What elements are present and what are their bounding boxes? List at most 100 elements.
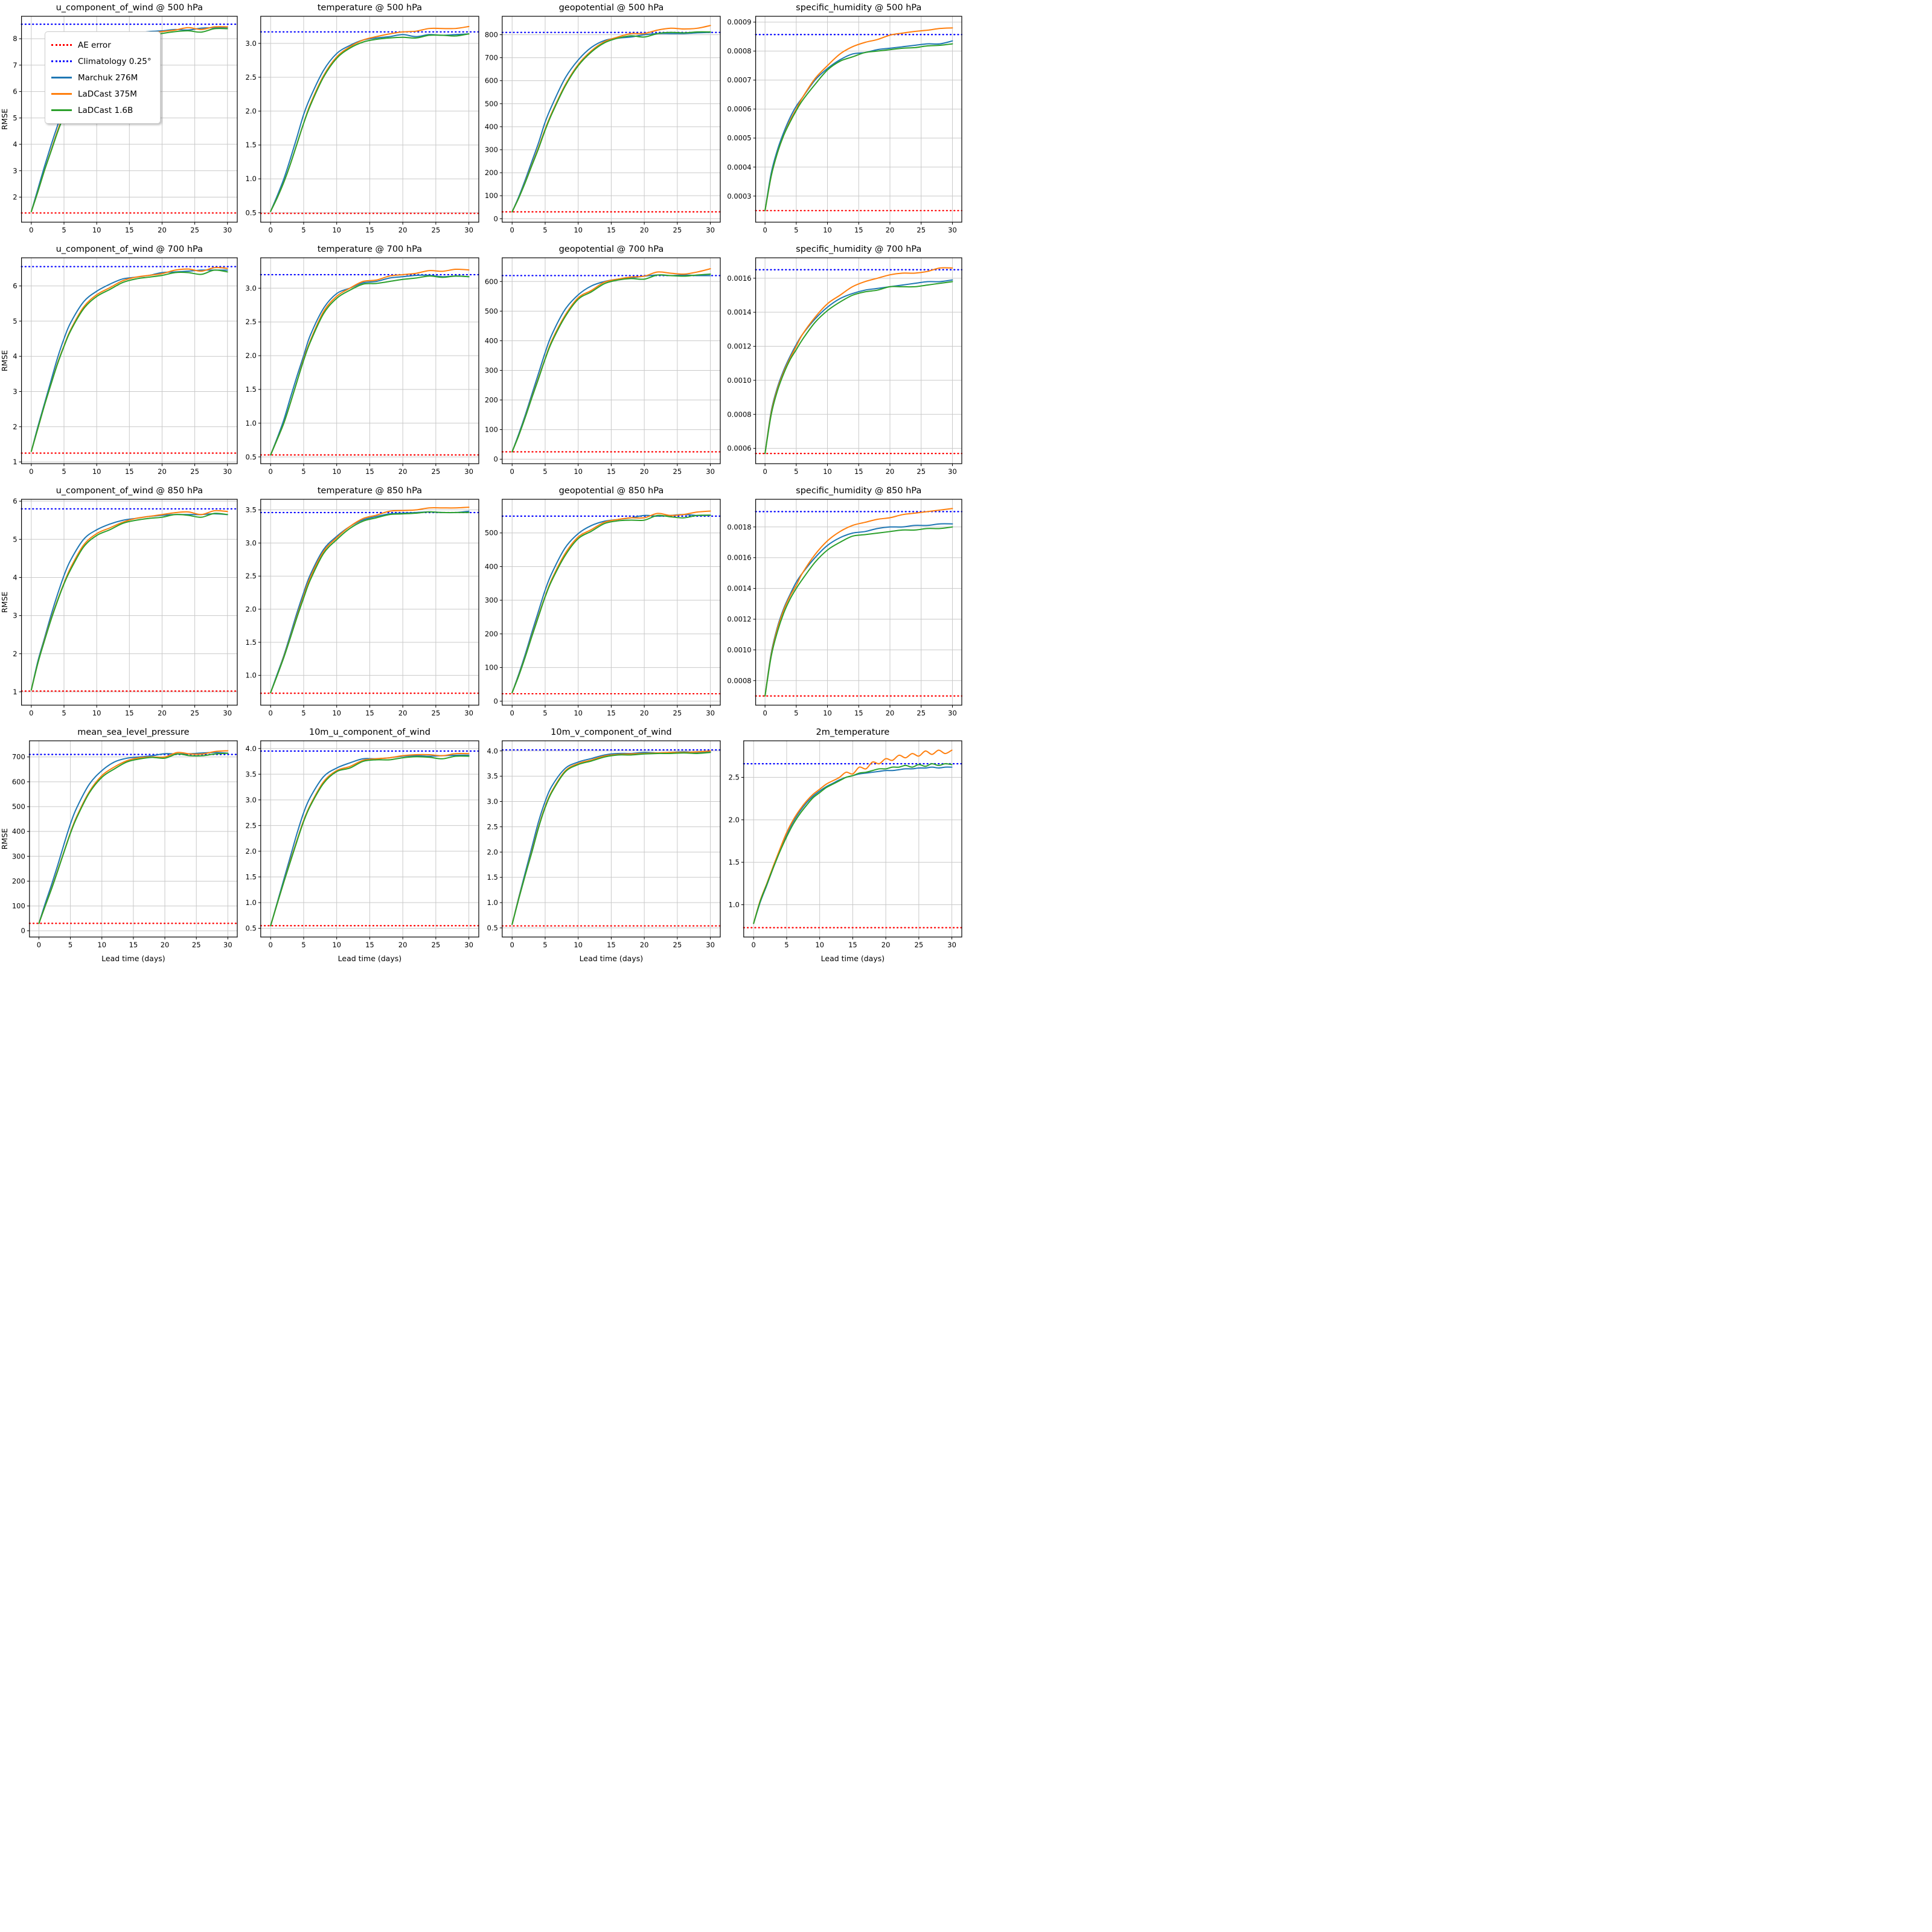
y-axis-label: RMSE [0, 109, 9, 130]
x-tick-label: 0 [510, 467, 514, 476]
chart-title: 2m_temperature [816, 728, 890, 737]
y-tick-labels: 0.0008 0.0010 0.0012 0.0014 0.0016 0.0018 [727, 523, 756, 685]
y-tick-label: 0.0008 [727, 410, 751, 418]
chart-svg-10m-v-component-of-wind: 10m_v_component_of_wind 0 5 10 15 20 25 30 0.5 1.… [487, 728, 721, 963]
series-line-ladcast-1-6b [764, 43, 953, 211]
x-tick-label: 15 [607, 467, 616, 476]
x-tick-label: 25 [432, 226, 441, 234]
chart-temperature-850-hpa: temperature @ 850 hPa 0 5 10 15 20 25 30 1.0 1.5 2… [242, 483, 483, 724]
y-tick-label: 0.0003 [727, 192, 751, 200]
x-tick-label: 0 [29, 709, 33, 717]
y-tick-label: 0.0010 [727, 645, 751, 654]
x-tick-label: 5 [62, 467, 66, 476]
y-tick-labels: 0 100 200 300 400 500 [485, 529, 502, 705]
x-tick-label: 25 [192, 941, 201, 949]
x-tick-labels: 0 5 10 15 20 25 30 [763, 464, 957, 476]
y-tick-label: 5 [13, 114, 17, 122]
x-tick-label: 10 [815, 941, 824, 949]
x-tick-label: 10 [823, 226, 832, 234]
x-tick-label: 20 [886, 226, 895, 234]
y-tick-label: 1.0 [246, 419, 257, 427]
y-tick-label: 0.0012 [727, 342, 751, 351]
y-tick-label: 2.0 [246, 107, 257, 115]
gridlines [502, 16, 720, 222]
x-tick-label: 25 [916, 709, 926, 717]
legend-label: LaDCast 375M [78, 89, 137, 99]
x-tick-label: 30 [223, 467, 232, 476]
x-tick-label: 5 [543, 709, 547, 717]
y-tick-label: 0.0008 [727, 47, 751, 56]
y-tick-label: 0.0008 [727, 676, 751, 685]
x-tick-label: 30 [464, 226, 473, 234]
gridlines [502, 258, 720, 464]
series-line-ladcast-1-6b [30, 513, 228, 691]
y-tick-label: 1 [13, 688, 17, 696]
y-tick-label: 0.0014 [727, 584, 751, 593]
y-tick-label: 100 [485, 426, 498, 434]
series-line-marchuk-276m [270, 33, 470, 213]
x-tick-label: 20 [881, 941, 891, 949]
y-tick-labels: 1.0 1.5 2.0 2.5 [729, 773, 744, 909]
x-tick-label: 15 [365, 226, 374, 234]
x-tick-label: 20 [398, 709, 408, 717]
x-tick-label: 15 [854, 709, 863, 717]
x-tick-label: 30 [948, 709, 957, 717]
x-tick-label: 5 [543, 941, 547, 949]
y-tick-labels: 0 100 200 300 400 500 600 700 [12, 753, 30, 935]
y-tick-label: 2.5 [487, 822, 498, 831]
gridlines [29, 741, 237, 937]
x-tick-label: 5 [301, 709, 305, 717]
x-tick-labels: 0 5 10 15 20 25 30 [37, 937, 232, 949]
dotted-line-swatch-icon [51, 60, 72, 62]
x-tick-label: 20 [398, 941, 408, 949]
x-tick-label: 10 [92, 709, 101, 717]
series-line-ladcast-1-6b [511, 273, 711, 453]
series-line-marchuk-276m [30, 269, 228, 452]
series-line-ladcast-1-6b [30, 269, 228, 452]
y-tick-label: 1.5 [246, 385, 257, 394]
x-tick-label: 20 [158, 467, 167, 476]
chart-geopotential-500-hpa: geopotential @ 500 hPa 0 5 10 15 20 25 30 0 100 20… [483, 0, 724, 242]
chart-10m-u-component-of-wind: 10m_u_component_of_wind 0 5 10 15 20 25 30 0.5 1.… [242, 724, 483, 966]
x-tick-label: 15 [125, 709, 134, 717]
series-line-marchuk-276m [511, 31, 711, 213]
x-tick-label: 30 [223, 941, 232, 949]
x-tick-label: 30 [464, 941, 473, 949]
y-tick-label: 0.0012 [727, 615, 751, 623]
line-swatch-icon [51, 93, 72, 95]
chart-svg-10m-u-component-of-wind: 10m_u_component_of_wind 0 5 10 15 20 25 30 0.5 1.… [246, 728, 480, 963]
x-tick-label: 0 [510, 226, 514, 234]
x-tick-label: 5 [301, 226, 305, 234]
chart-temperature-500-hpa: temperature @ 500 hPa 0 5 10 15 20 25 30 0.5 1.0 1… [242, 0, 483, 242]
chart-specific-humidity-500-hpa: specific_humidity @ 500 hPa 0 5 10 15 20 25 30 0… [724, 0, 966, 242]
x-tick-label: 0 [763, 467, 767, 476]
chart-title: u_component_of_wind @ 500 hPa [56, 3, 203, 13]
y-tick-label: 200 [12, 877, 25, 885]
y-tick-label: 400 [485, 123, 498, 131]
y-tick-labels: 0 100 200 300 400 500 600 [485, 277, 502, 464]
y-tick-label: 0.5 [487, 924, 498, 932]
x-tick-label: 25 [190, 709, 199, 717]
x-tick-label: 25 [432, 941, 441, 949]
chart-title: temperature @ 700 hPa [318, 245, 422, 254]
x-tick-label: 25 [915, 941, 924, 949]
x-tick-label: 30 [706, 467, 715, 476]
x-tick-labels: 0 5 10 15 20 25 30 [269, 464, 473, 476]
y-tick-labels: 2 3 4 5 6 7 8 [13, 34, 22, 201]
x-tick-label: 20 [640, 226, 649, 234]
y-tick-label: 500 [12, 802, 25, 811]
y-tick-label: 3.5 [246, 506, 257, 514]
gridlines [502, 499, 720, 705]
y-tick-label: 3.0 [246, 39, 257, 48]
x-tick-label: 5 [543, 467, 547, 476]
x-tick-label: 15 [607, 709, 616, 717]
legend-item-ladcast-1-6b: LaDCast 1.6B [51, 102, 152, 118]
legend-label: LaDCast 1.6B [78, 105, 133, 115]
y-tick-label: 0.0016 [727, 554, 751, 562]
x-tick-label: 15 [365, 467, 374, 476]
y-tick-label: 0.0006 [727, 105, 751, 114]
gridlines [755, 499, 962, 705]
